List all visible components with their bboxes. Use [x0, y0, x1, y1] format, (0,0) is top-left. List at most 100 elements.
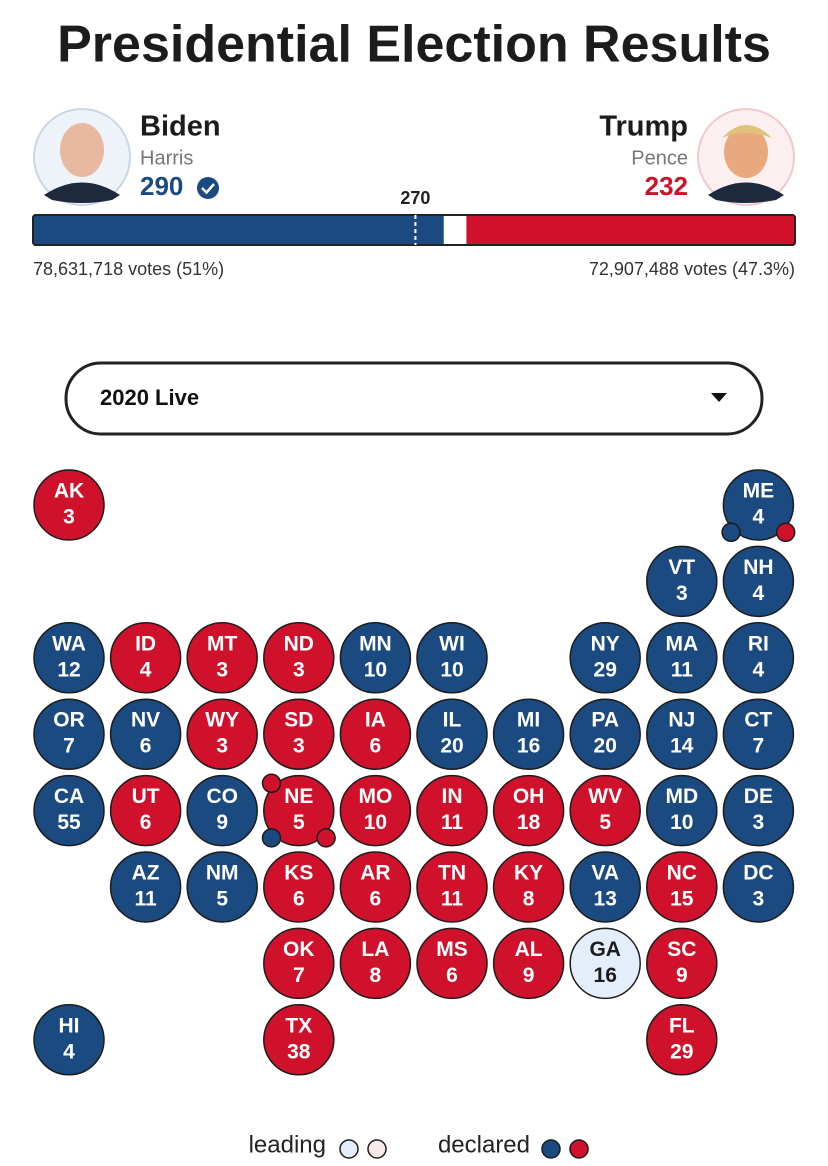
- state-abbr: WA: [52, 632, 86, 655]
- dropdown-box[interactable]: [64, 361, 764, 436]
- state[interactable]: TX 38: [263, 1004, 335, 1076]
- state[interactable]: CO 9: [186, 774, 258, 847]
- state-ev: 16: [517, 735, 540, 758]
- state[interactable]: AK 3: [33, 469, 105, 541]
- state-abbr: WY: [205, 709, 239, 732]
- state[interactable]: VA 13: [569, 851, 641, 923]
- state[interactable]: HI 4: [33, 1004, 105, 1076]
- electoral-votes: 290: [140, 171, 183, 201]
- state[interactable]: IA 6: [339, 698, 412, 770]
- state-abbr: CA: [54, 785, 84, 808]
- state-circle: [186, 622, 258, 694]
- state-ev: 13: [594, 888, 617, 911]
- state[interactable]: KY 8: [492, 851, 565, 923]
- state[interactable]: TN 11: [416, 851, 488, 923]
- state-ev: 18: [517, 811, 541, 834]
- state[interactable]: CT 7: [722, 698, 795, 770]
- state[interactable]: WV 5: [569, 774, 641, 847]
- state[interactable]: ND 3: [263, 622, 335, 694]
- state-ev: 4: [140, 658, 152, 681]
- state[interactable]: MA 11: [646, 622, 718, 694]
- state-circle: [186, 851, 258, 923]
- state-abbr: TX: [285, 1014, 312, 1037]
- state[interactable]: NJ 14: [646, 698, 718, 770]
- state[interactable]: NH 4: [722, 545, 795, 618]
- state-abbr: AL: [515, 938, 543, 961]
- legend-dot: [569, 1139, 589, 1159]
- state[interactable]: DE 3: [722, 774, 795, 847]
- state-abbr: TN: [438, 862, 466, 885]
- state[interactable]: OR 7: [33, 698, 105, 770]
- bar-segment: [466, 215, 795, 245]
- state-ev: 38: [287, 1040, 311, 1063]
- state-abbr: IN: [442, 785, 463, 808]
- state-circle: [646, 927, 718, 1000]
- state[interactable]: PA 20: [569, 698, 641, 770]
- state[interactable]: LA 8: [339, 927, 412, 1000]
- state[interactable]: SC 9: [646, 927, 718, 1000]
- state[interactable]: AL 9: [492, 927, 565, 1000]
- state-circle: [492, 851, 565, 923]
- state[interactable]: MI 16: [492, 698, 565, 770]
- state-ev: 4: [753, 506, 765, 529]
- state-ev: 12: [57, 658, 80, 681]
- state[interactable]: MD 10: [646, 774, 718, 847]
- state[interactable]: NE 5: [261, 773, 336, 848]
- state[interactable]: UT 6: [109, 774, 182, 847]
- state-circle: [492, 927, 565, 1000]
- state[interactable]: NM 5: [186, 851, 258, 923]
- state-circle: [646, 698, 718, 770]
- state[interactable]: WI 10: [416, 622, 488, 694]
- state-circle: [646, 622, 718, 694]
- state-ev: 3: [753, 888, 765, 911]
- period-dropdown[interactable]: 2020 Live: [64, 361, 764, 436]
- state[interactable]: VT 3: [646, 545, 718, 618]
- state[interactable]: NV 6: [109, 698, 182, 770]
- state[interactable]: NC 15: [646, 851, 718, 923]
- state-circle: [722, 545, 795, 618]
- state-abbr: HI: [59, 1014, 80, 1037]
- state-circle: [646, 1004, 718, 1076]
- state-ev: 6: [370, 888, 382, 911]
- state-circle: [646, 774, 718, 847]
- state[interactable]: OK 7: [263, 927, 335, 1000]
- state[interactable]: ID 4: [109, 622, 182, 694]
- state[interactable]: OH 18: [492, 774, 565, 847]
- state-circle: [722, 469, 795, 541]
- popular-votes: 78,631,718 votes (51%): [33, 259, 224, 279]
- state[interactable]: MN 10: [339, 622, 412, 694]
- running-mate: Harris: [140, 147, 193, 169]
- state-abbr: OR: [53, 709, 85, 732]
- state[interactable]: NY 29: [569, 622, 641, 694]
- state[interactable]: RI 4: [722, 622, 795, 694]
- state[interactable]: MO 10: [339, 774, 412, 847]
- state-circle: [416, 851, 488, 923]
- state-ev: 3: [676, 582, 688, 605]
- state[interactable]: DC 3: [722, 851, 795, 923]
- state[interactable]: GA 16: [569, 927, 641, 1000]
- state-circle: [109, 622, 182, 694]
- district-dot: [261, 773, 282, 794]
- state[interactable]: WY 3: [186, 698, 258, 770]
- state[interactable]: WA 12: [33, 622, 105, 694]
- state[interactable]: AZ 11: [109, 851, 182, 923]
- state-ev: 11: [441, 811, 464, 834]
- state-ev: 14: [670, 735, 694, 758]
- state[interactable]: FL 29: [646, 1004, 718, 1076]
- state[interactable]: IL 20: [416, 698, 488, 770]
- state[interactable]: IN 11: [416, 774, 488, 847]
- dropdown-arrow[interactable]: [711, 393, 727, 402]
- state-abbr: ME: [743, 480, 775, 503]
- state[interactable]: KS 6: [263, 851, 335, 923]
- state-circle: [339, 698, 412, 770]
- legend-dot: [541, 1139, 561, 1159]
- state[interactable]: ME 4: [721, 469, 796, 543]
- state[interactable]: MS 6: [416, 927, 488, 1000]
- state-ev: 3: [216, 735, 228, 758]
- state[interactable]: MT 3: [186, 622, 258, 694]
- state[interactable]: AR 6: [339, 851, 412, 923]
- state[interactable]: SD 3: [263, 698, 335, 770]
- state[interactable]: CA 55: [33, 774, 105, 847]
- dropdown-label[interactable]: 2020 Live: [100, 385, 199, 410]
